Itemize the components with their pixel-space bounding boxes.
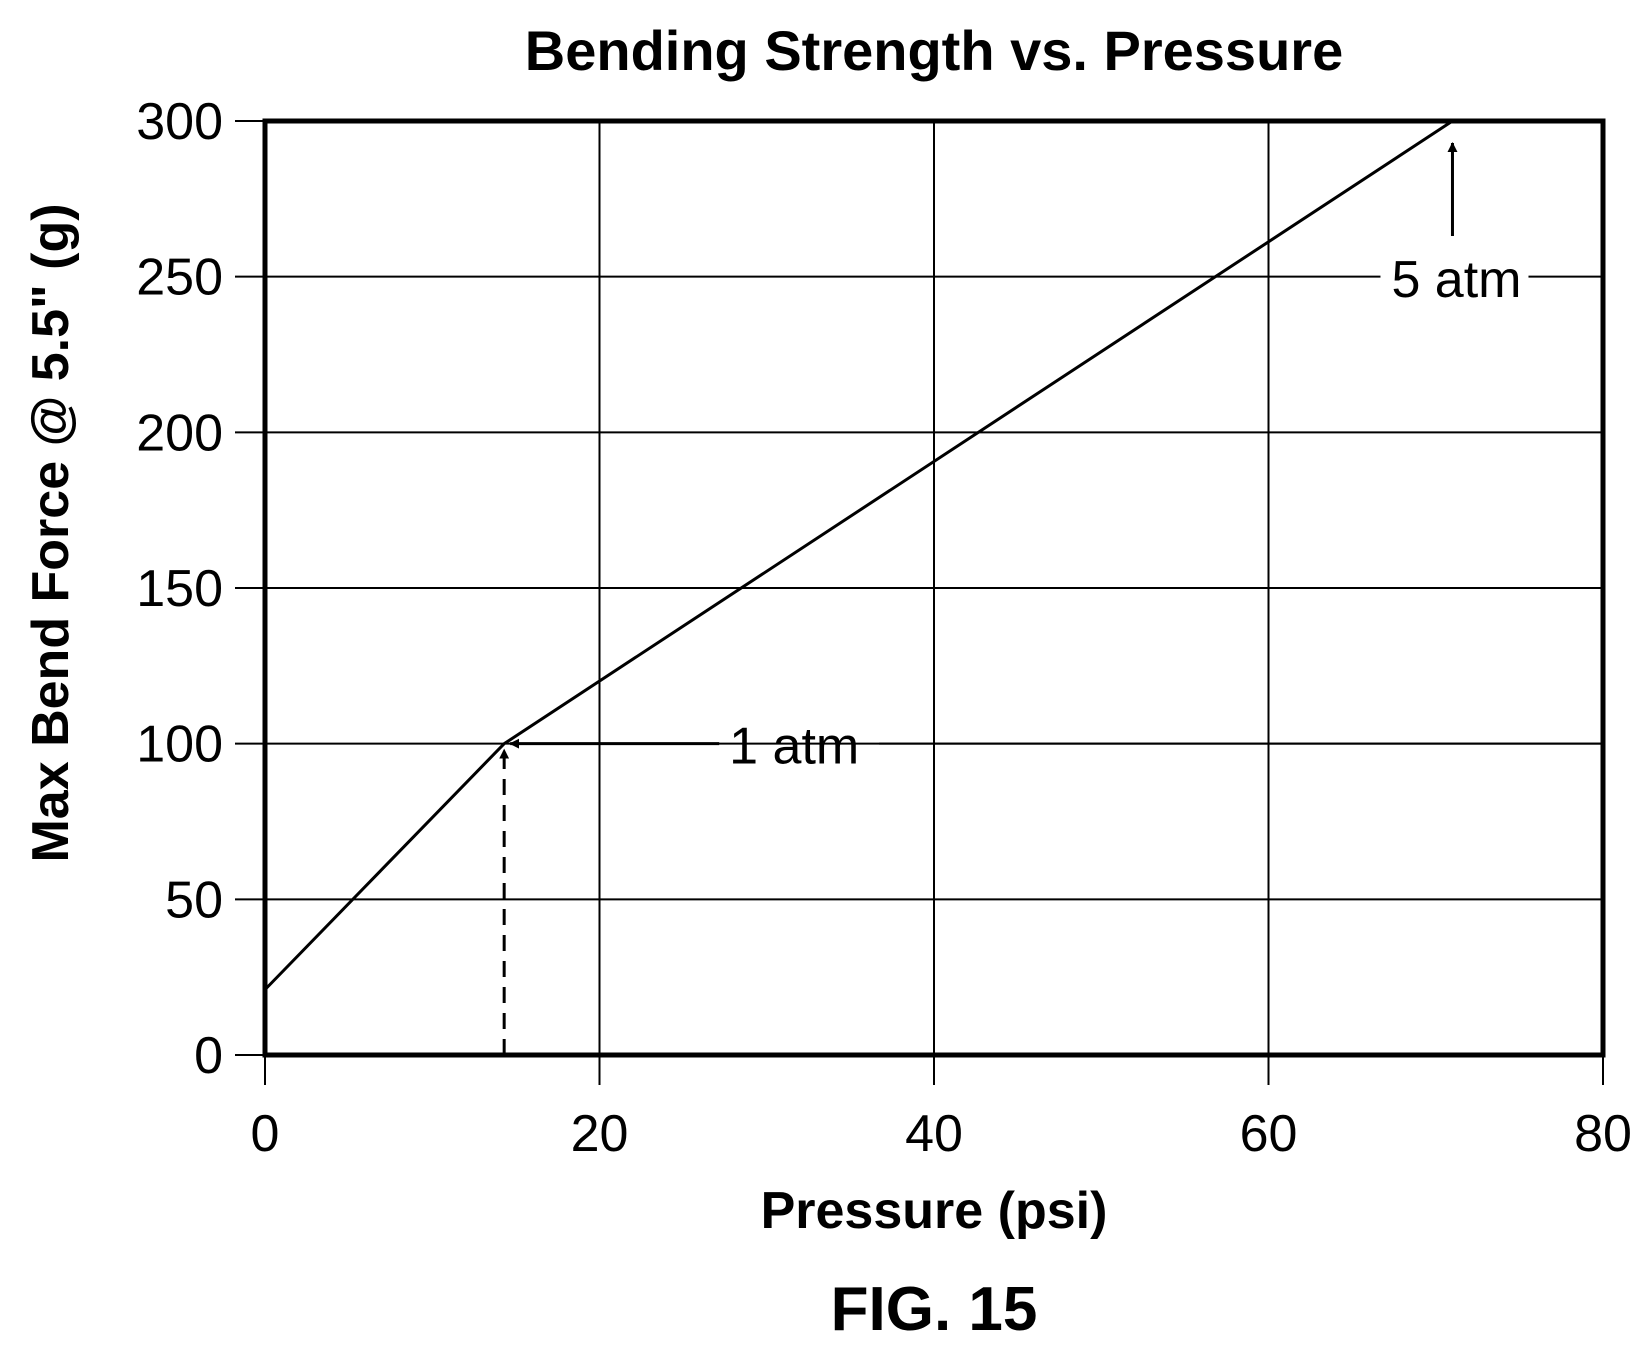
- y-tick-label-100: 100: [136, 716, 223, 774]
- x-tick-label-20: 20: [571, 1105, 629, 1163]
- x-tick-label-0: 0: [251, 1105, 280, 1163]
- plot-frame: [262, 118, 1606, 1058]
- annotation-label-0: 1 atm: [729, 718, 859, 776]
- series: [263, 119, 1454, 991]
- y-tick-label-150: 150: [136, 560, 223, 618]
- y-axis-label: Max Bend Force @ 5.5" (g): [22, 203, 80, 862]
- chart-title: Bending Strength vs. Pressure: [525, 19, 1343, 82]
- x-tick-label-80: 80: [1574, 1105, 1632, 1163]
- annotation-label-bg-1: [1380, 245, 1529, 309]
- y-tick-label-50: 50: [165, 871, 223, 929]
- y-tick-label-200: 200: [136, 404, 223, 462]
- ticks: [235, 120, 1604, 1085]
- annotations: 1 atm 5 atm: [499, 142, 1603, 1055]
- x-tick-label-60: 60: [1240, 1105, 1298, 1163]
- series-line-0: [263, 119, 1454, 991]
- y-tick-label-0: 0: [194, 1027, 223, 1085]
- y-tick-label-250: 250: [136, 249, 223, 307]
- tick-labels: 0 50 100 150 200 250 300 0 20 40 60 80: [136, 93, 1632, 1163]
- annotation-label-1: 5 atm: [1391, 251, 1521, 309]
- x-tick-label-40: 40: [905, 1105, 963, 1163]
- x-axis-label: Pressure (psi): [761, 1182, 1108, 1240]
- y-tick-label-300: 300: [136, 93, 223, 151]
- figure-caption: FIG. 15: [831, 1275, 1038, 1344]
